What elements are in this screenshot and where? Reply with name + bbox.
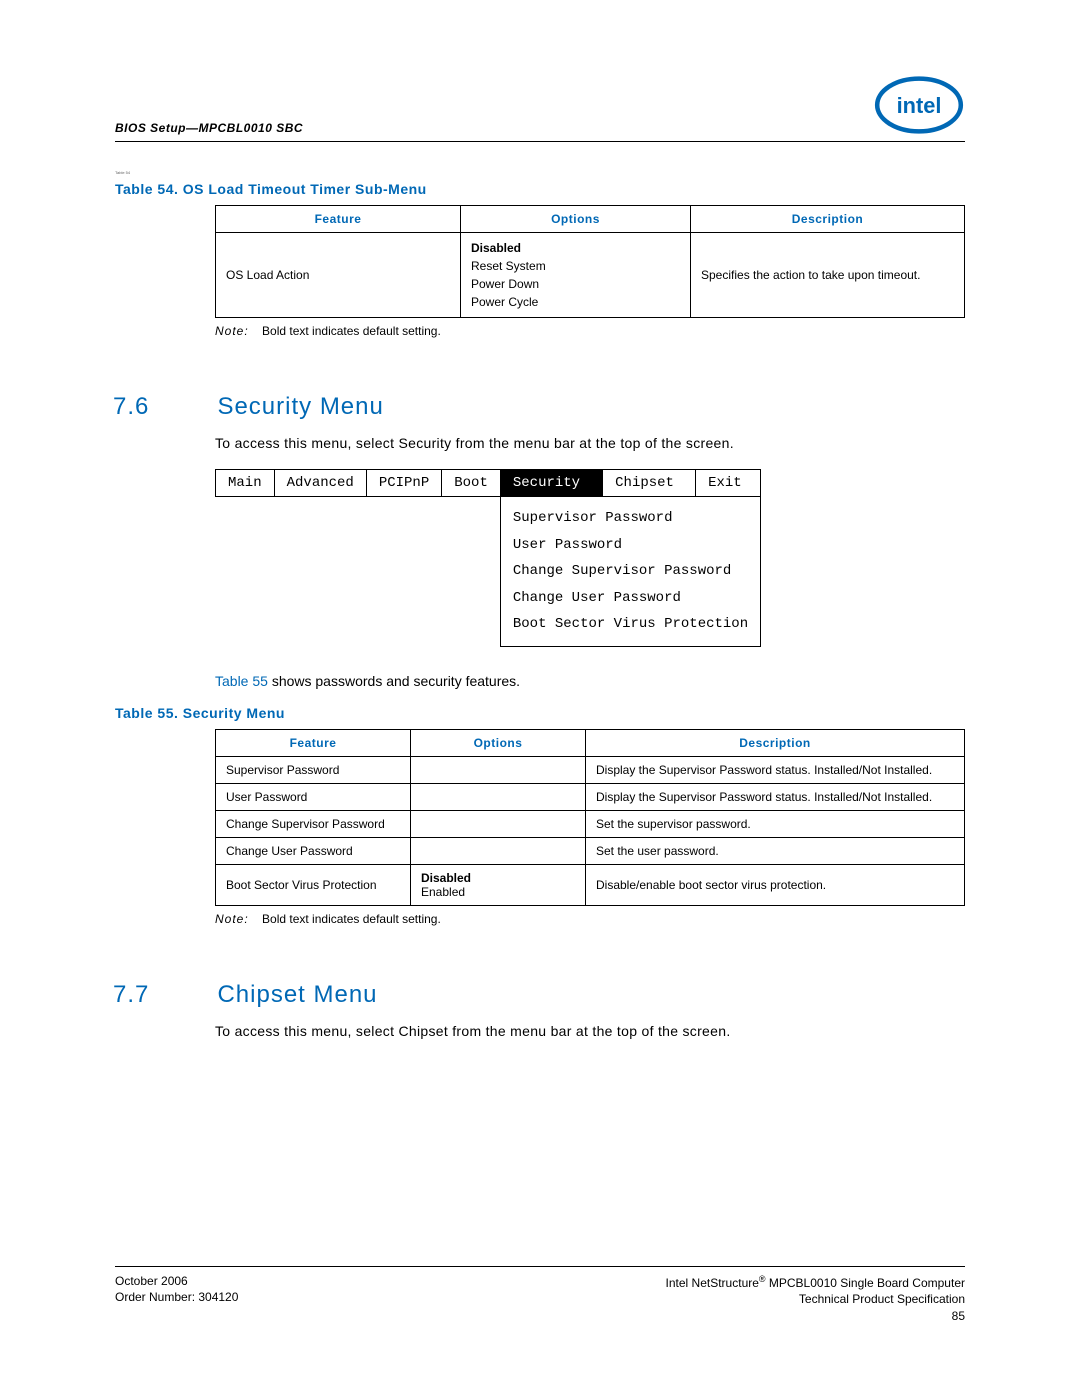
section-title: Security Menu [217,393,383,421]
section-7-6-body: To access this menu, select Security fro… [215,435,965,451]
intel-logo-icon: intel [873,75,965,135]
section-7-7-body: To access this menu, select Chipset from… [215,1023,965,1039]
menu-item: Change User Password [513,585,748,612]
footer-left: October 2006 Order Number: 304120 [115,1273,238,1325]
table-row: Boot Sector Virus Protection Disabled En… [216,864,965,905]
table55-reference: Table 55 shows passwords and security fe… [215,673,965,689]
cell-feature: OS Load Action [216,233,461,318]
table55-note: Note: Bold text indicates default settin… [215,912,965,926]
table-header-row: Feature Options Description [216,729,965,756]
table-row: User Password Display the Supervisor Pas… [216,783,965,810]
tab-exit: Exit [696,470,761,497]
col-options: Options [461,206,691,233]
section-7-7: 7.7 Chipset Menu [113,981,965,1009]
tiny-marker: Table 54 [115,170,965,175]
page-header: BIOS Setup—MPCBL0010 SBC intel [115,75,965,135]
page-footer: October 2006 Order Number: 304120 Intel … [115,1266,965,1325]
col-feature: Feature [216,729,411,756]
note-label: Note: [215,912,249,926]
opt-default: Disabled [471,241,521,255]
tab-security: Security [500,470,602,497]
col-options: Options [411,729,586,756]
cell-description: Specifies the action to take upon timeou… [691,233,965,318]
tab-chipset: Chipset [603,470,696,497]
menu-item: User Password [513,532,748,559]
table54: Feature Options Description OS Load Acti… [215,205,965,318]
tab-main: Main [216,470,275,497]
header-rule [115,141,965,142]
cell-options: Disabled Reset System Power Down Power C… [461,233,691,318]
section-title: Chipset Menu [217,981,377,1009]
page-number: 85 [952,1309,965,1323]
menu-item: Supervisor Password [513,505,748,532]
footer-right: Intel NetStructure® MPCBL0010 Single Boa… [666,1273,965,1325]
note-text: Bold text indicates default setting. [262,912,441,926]
col-description: Description [586,729,965,756]
tab-boot: Boot [442,470,501,497]
table55-link[interactable]: Table 55 [215,673,268,689]
table54-note: Note: Bold text indicates default settin… [215,324,965,338]
menu-items-row: Supervisor Password User Password Change… [216,497,761,647]
bios-menu: Main Advanced PCIPnP Boot Security Chips… [215,469,761,647]
section-number: 7.6 [113,393,213,421]
section-number: 7.7 [113,981,213,1009]
table-header-row: Feature Options Description [216,206,965,233]
header-title: BIOS Setup—MPCBL0010 SBC [115,121,303,135]
svg-text:intel: intel [897,93,942,118]
menu-item: Boot Sector Virus Protection [513,611,748,638]
table-row: Change Supervisor Password Set the super… [216,810,965,837]
table-row: Supervisor Password Display the Supervis… [216,756,965,783]
document-page: BIOS Setup—MPCBL0010 SBC intel Table 54 … [0,0,1080,1397]
submenu: Supervisor Password User Password Change… [500,497,760,647]
cell-options: Disabled Enabled [411,864,586,905]
table55-caption: Table 55. Security Menu [115,705,965,721]
tab-advanced: Advanced [274,470,366,497]
table-row: Change User Password Set the user passwo… [216,837,965,864]
note-text: Bold text indicates default setting. [262,324,441,338]
table-row: OS Load Action Disabled Reset System Pow… [216,233,965,318]
menu-tabs-row: Main Advanced PCIPnP Boot Security Chips… [216,470,761,497]
col-feature: Feature [216,206,461,233]
registered-icon: ® [759,1274,766,1284]
col-description: Description [691,206,965,233]
section-7-6: 7.6 Security Menu [113,393,965,421]
table55: Feature Options Description Supervisor P… [215,729,965,906]
footer-rule [115,1266,965,1267]
menu-item: Change Supervisor Password [513,558,748,585]
note-label: Note: [215,324,249,338]
tab-pcipnp: PCIPnP [366,470,441,497]
table54-caption: Table 54. OS Load Timeout Timer Sub-Menu [115,181,965,197]
